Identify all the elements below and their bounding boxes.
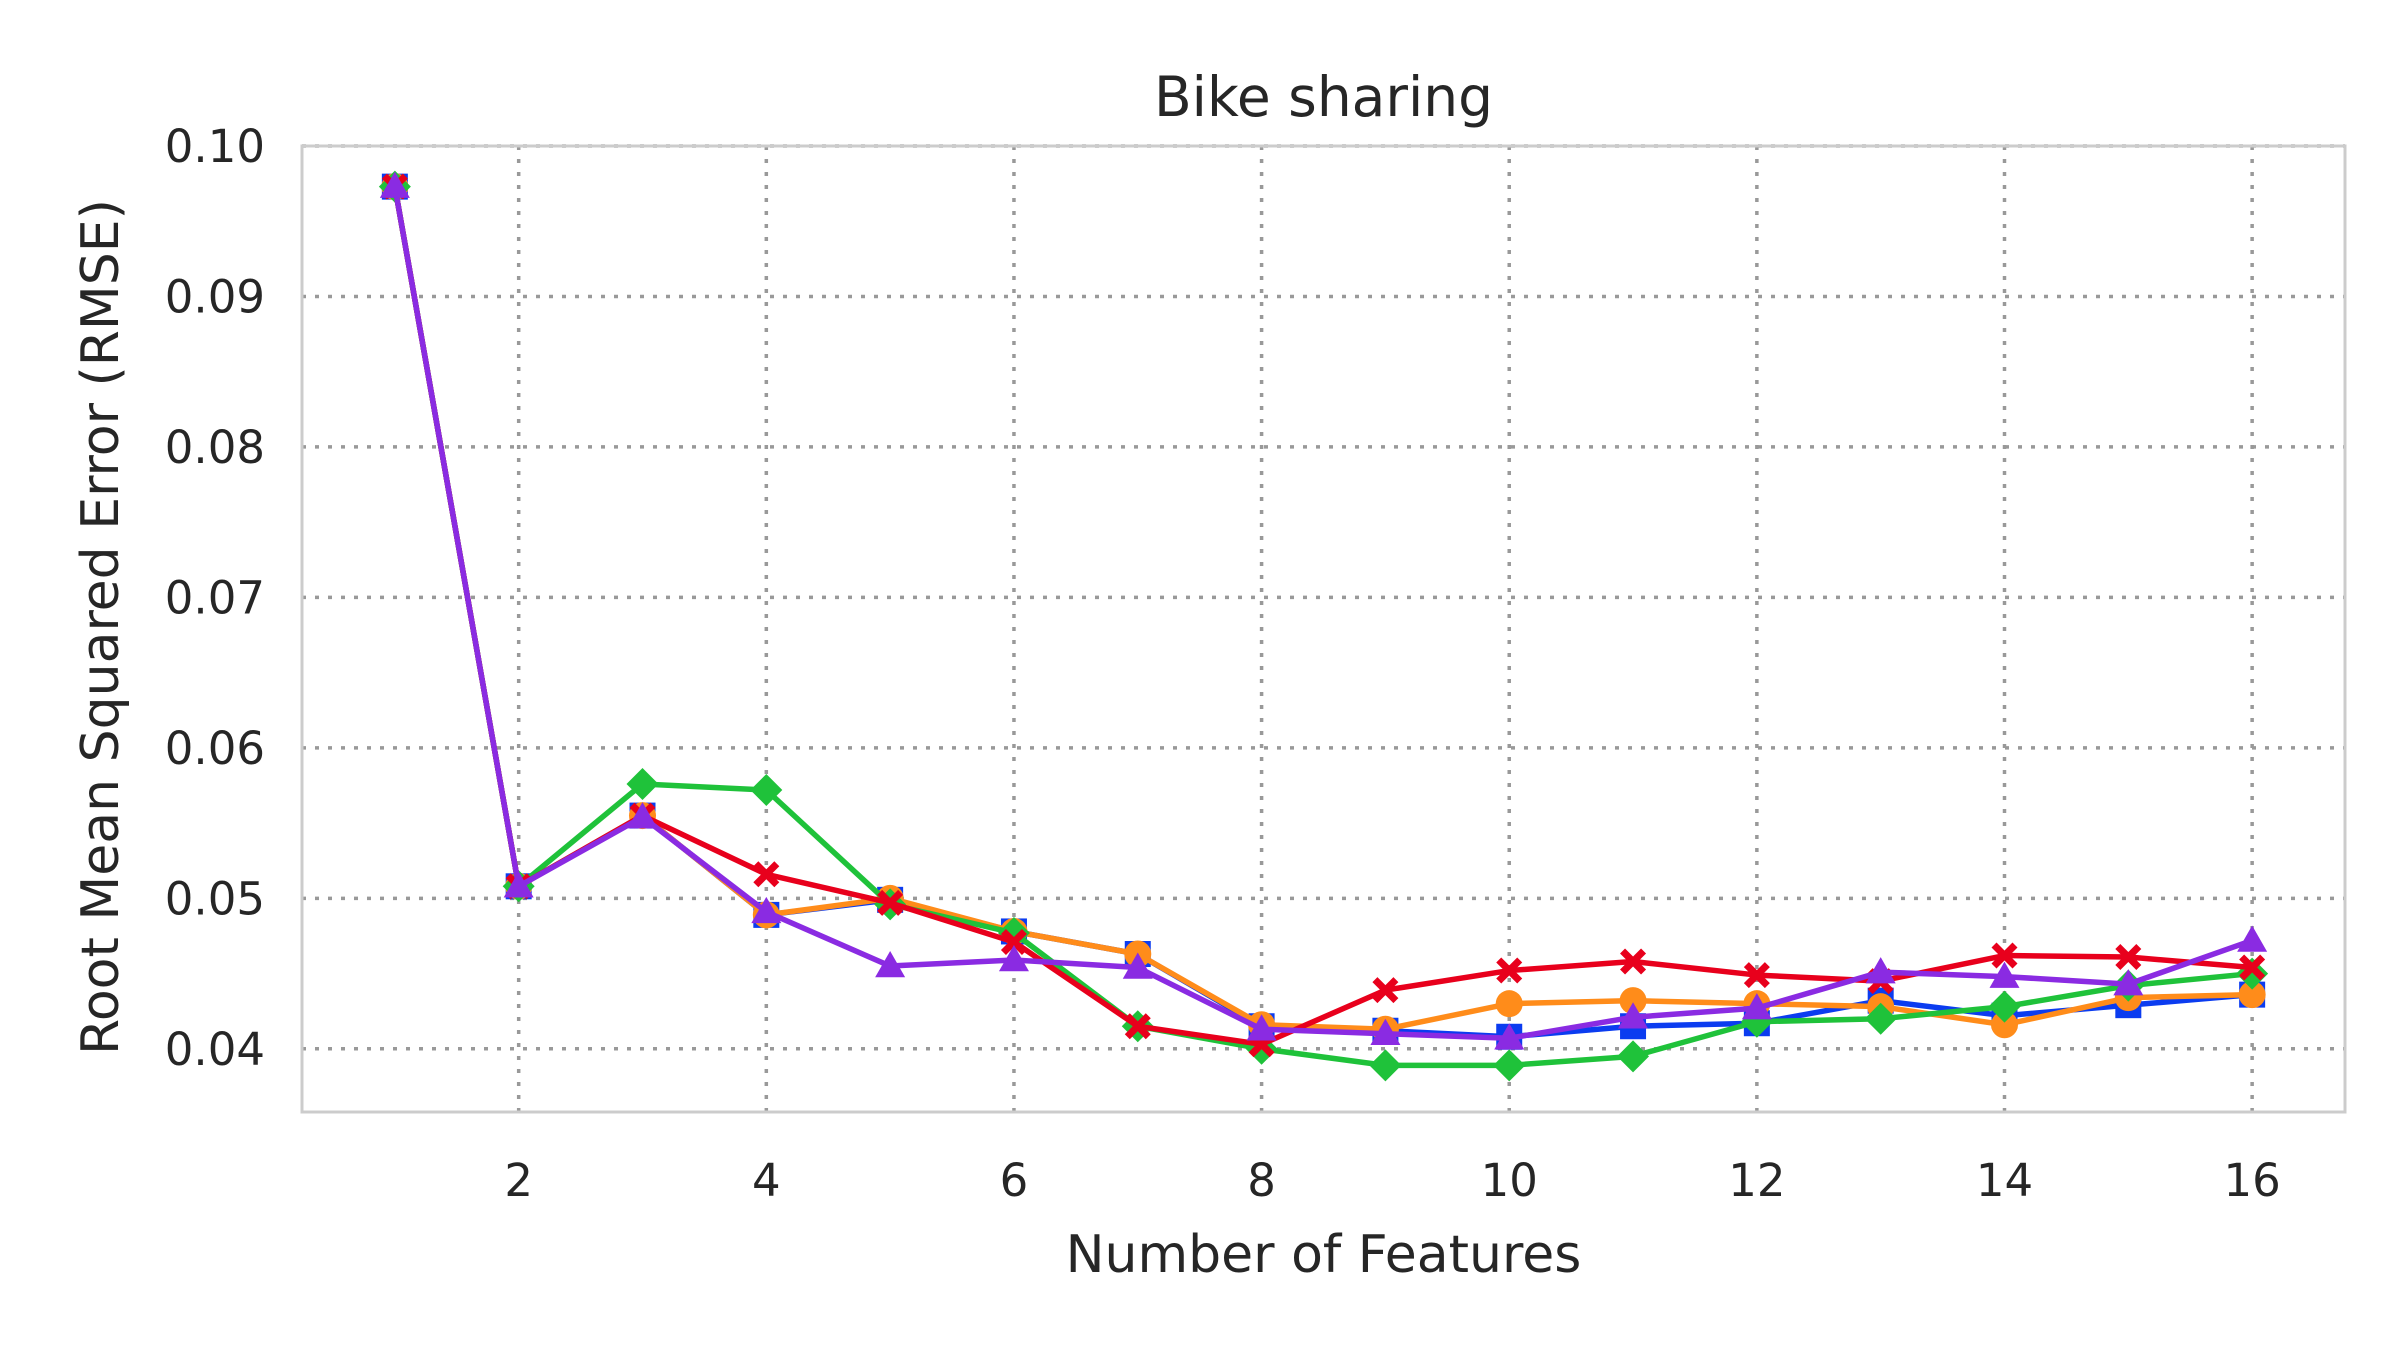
data-point <box>1493 1049 1526 1082</box>
chart-title: Bike sharing <box>1154 65 1493 129</box>
data-point <box>1000 928 1027 955</box>
data-point <box>877 889 904 916</box>
data-point <box>1122 952 1153 979</box>
data-point <box>2239 954 2266 981</box>
y-axis-title: Root Mean Squared Error (RMSE) <box>71 199 131 1055</box>
series-1 <box>381 173 2266 1050</box>
data-point <box>2113 969 2144 996</box>
x-tick-label: 16 <box>2224 1154 2281 1207</box>
data-point <box>1619 987 1647 1015</box>
data-point <box>1741 993 1772 1020</box>
x-tick-label: 4 <box>752 1154 781 1207</box>
series-line <box>392 183 2255 1042</box>
data-point <box>2238 981 2266 1009</box>
data-point <box>751 896 782 924</box>
data-point <box>503 871 534 898</box>
y-tick-label: 0.05 <box>165 872 265 925</box>
x-tick-label: 14 <box>1976 1154 2033 1207</box>
data-point <box>1494 1023 1525 1050</box>
x-tick-label: 12 <box>1728 1154 1785 1207</box>
series-line <box>392 183 2255 1032</box>
plot-area-frame <box>300 144 2347 1114</box>
data-point <box>1991 1011 2018 1039</box>
y-tick-label: 0.09 <box>165 270 265 323</box>
data-point <box>2237 925 2268 952</box>
data-point <box>753 861 780 888</box>
grid <box>302 144 2345 1112</box>
x-tick-label: 2 <box>504 1154 533 1207</box>
x-tick-label: 8 <box>1247 1154 1276 1207</box>
series-5 <box>379 171 2268 1050</box>
data-point <box>998 945 1029 972</box>
x-tick-label: 10 <box>1481 1154 1538 1207</box>
x-axis-title: Number of Features <box>1066 1225 1582 1285</box>
data-point <box>1124 1013 1151 1040</box>
data-point <box>1988 990 2021 1023</box>
data-point <box>1370 1018 1401 1046</box>
series-2 <box>381 173 2266 1043</box>
data-point <box>626 767 659 800</box>
x-tick-label: 6 <box>1000 1154 1029 1207</box>
data-point <box>1495 990 1523 1018</box>
series-3 <box>378 170 2269 1082</box>
data-point <box>1246 1014 1277 1041</box>
data-point <box>1620 948 1647 975</box>
data-point <box>627 802 658 829</box>
data-point <box>2115 944 2142 971</box>
data-point <box>1496 957 1523 984</box>
data-point <box>1991 942 2018 969</box>
tick-labels: 2 4 6 8 10 12 14 16 0.04 0.05 0.06 0.07 0.08 0.09 0.10 <box>165 120 2281 1207</box>
data-point <box>1989 961 2020 988</box>
data-point <box>875 951 906 978</box>
data-point <box>1372 977 1399 1004</box>
y-tick-label: 0.08 <box>165 421 265 474</box>
y-tick-label: 0.04 <box>165 1023 265 1076</box>
y-tick-label: 0.07 <box>165 571 265 624</box>
data-point <box>379 171 410 198</box>
series-layer <box>378 170 2269 1082</box>
data-point <box>1617 1040 1650 1073</box>
data-point <box>1369 1049 1402 1082</box>
data-point <box>1864 1002 1897 1035</box>
data-point <box>1618 1002 1649 1029</box>
series-line <box>392 183 2255 1048</box>
y-tick-label: 0.10 <box>165 120 265 173</box>
series-line <box>392 183 2255 1040</box>
data-point <box>1743 962 1770 989</box>
series-4 <box>381 173 2266 1058</box>
data-point <box>750 774 783 806</box>
y-tick-label: 0.06 <box>165 722 265 775</box>
series-line <box>392 183 2255 1069</box>
data-point <box>1865 957 1896 984</box>
